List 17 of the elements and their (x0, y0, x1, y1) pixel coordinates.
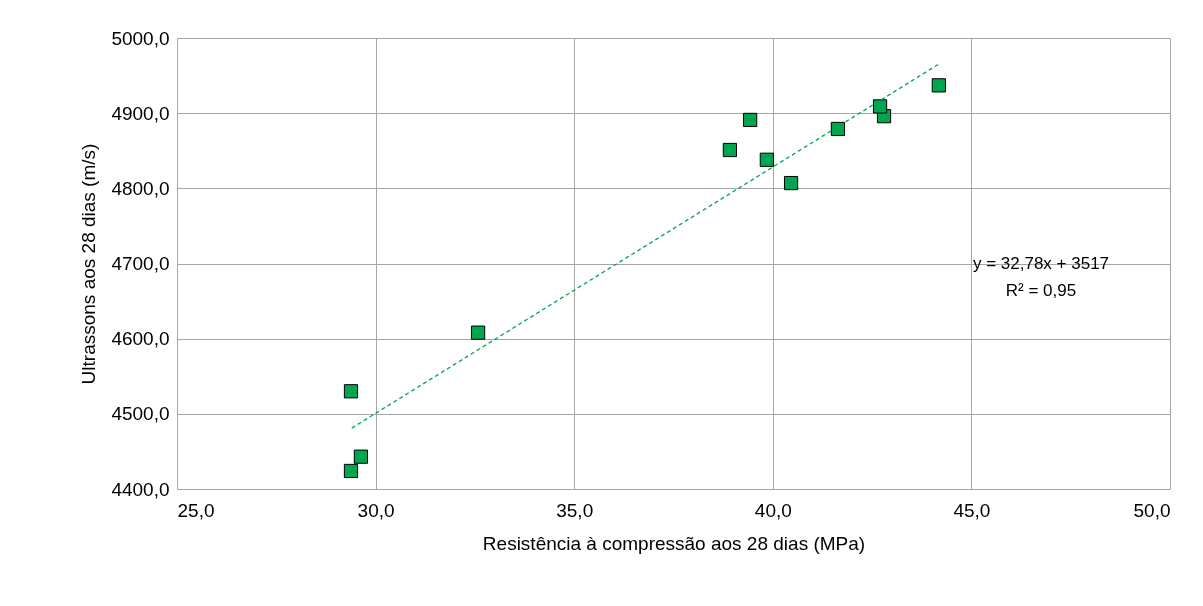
y-tick-label: 4700,0 (111, 253, 170, 274)
x-tick-label: 25,0 (177, 499, 215, 521)
y-tick-label: 5000,0 (111, 27, 170, 49)
y-tick-label: 4400,0 (111, 478, 170, 500)
y-tick-label: 4500,0 (111, 403, 170, 425)
x-tick-label: 30,0 (357, 499, 395, 521)
x-axis-title: Resistência à compressão aos 28 dias (MPa) (482, 532, 866, 554)
y-tick-label: 4900,0 (111, 102, 170, 124)
x-tick-label: 45,0 (953, 499, 991, 521)
y-tick-label: 4800,0 (111, 177, 170, 199)
x-tick-label: 40,0 (754, 499, 792, 521)
x-tick-label: 35,0 (556, 499, 594, 521)
annotation: R² = 0,95 (1005, 281, 1077, 300)
annotation: y = 32,78x + 3517 (972, 254, 1110, 273)
y-tick-label: 4600,0 (111, 328, 170, 350)
y-axis-title: Ultrassons aos 28 dias (m/s) (78, 143, 100, 385)
x-tick-label: 50,0 (1133, 499, 1171, 521)
